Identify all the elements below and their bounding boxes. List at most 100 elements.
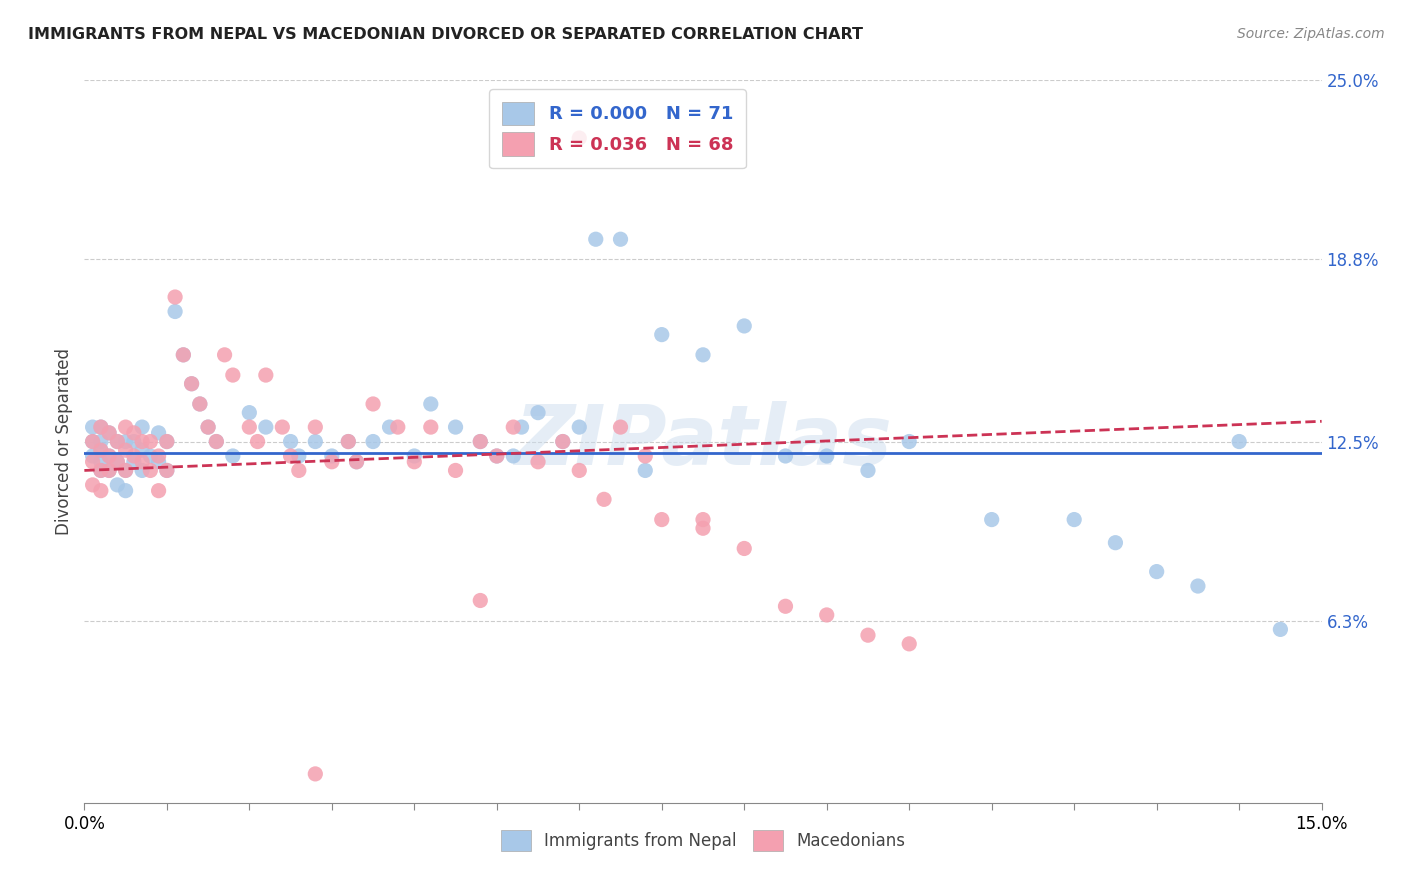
Point [98, 449, 121, 463]
Point [139, 434, 162, 449]
Point [609, 420, 631, 434]
Point [692, 521, 714, 535]
Point [82, 420, 104, 434]
Point [280, 449, 302, 463]
Point [1104, 535, 1126, 549]
Point [180, 376, 202, 391]
Point [1063, 512, 1085, 526]
Point [98, 463, 121, 477]
Point [156, 434, 179, 449]
Point [122, 449, 145, 463]
Point [304, 420, 326, 434]
Point [321, 449, 343, 463]
Point [122, 425, 145, 440]
Point [82, 478, 104, 492]
Point [898, 434, 921, 449]
Point [346, 455, 368, 469]
Point [139, 463, 162, 477]
Point [156, 463, 179, 477]
Point [82, 449, 104, 463]
Point [346, 455, 368, 469]
Point [485, 449, 508, 463]
Point [404, 449, 426, 463]
Point [651, 512, 673, 526]
Point [148, 425, 170, 440]
Point [634, 449, 657, 463]
Point [139, 449, 162, 463]
Point [321, 455, 343, 469]
Point [246, 434, 269, 449]
Point [131, 463, 153, 477]
Point [222, 449, 245, 463]
Point [470, 434, 492, 449]
Point [90, 434, 112, 449]
Point [98, 425, 121, 440]
Point [98, 449, 121, 463]
Point [82, 455, 104, 469]
Point [105, 455, 128, 469]
Point [568, 463, 591, 477]
Point [361, 397, 384, 411]
Point [114, 483, 136, 498]
Point [254, 368, 277, 382]
Point [188, 397, 211, 411]
Point [980, 512, 1002, 526]
Point [114, 463, 136, 477]
Point [90, 443, 112, 458]
Point [527, 455, 550, 469]
Point [634, 463, 657, 477]
Point [502, 420, 524, 434]
Point [205, 434, 228, 449]
Point [148, 449, 170, 463]
Point [551, 434, 574, 449]
Point [131, 434, 153, 449]
Point [1270, 623, 1292, 637]
Point [197, 420, 219, 434]
Point [82, 434, 104, 449]
Point [304, 434, 326, 449]
Point [527, 406, 550, 420]
Point [470, 434, 492, 449]
Point [98, 463, 121, 477]
Point [238, 420, 260, 434]
Point [131, 420, 153, 434]
Point [419, 420, 441, 434]
Point [114, 420, 136, 434]
Point [609, 232, 631, 246]
Point [122, 455, 145, 469]
Point [1227, 434, 1250, 449]
Point [585, 232, 607, 246]
Point [304, 767, 326, 781]
Point [444, 420, 467, 434]
Point [131, 455, 153, 469]
Point [222, 368, 245, 382]
Point [775, 599, 797, 614]
Point [361, 434, 384, 449]
Point [105, 434, 128, 449]
Legend: Immigrants from Nepal, Macedonians: Immigrants from Nepal, Macedonians [492, 822, 914, 860]
Point [485, 449, 508, 463]
Point [1187, 579, 1209, 593]
Text: Source: ZipAtlas.com: Source: ZipAtlas.com [1237, 27, 1385, 41]
Point [898, 637, 921, 651]
Point [856, 463, 879, 477]
Point [288, 463, 311, 477]
Point [98, 425, 121, 440]
Point [172, 348, 194, 362]
Point [288, 449, 311, 463]
Point [337, 434, 360, 449]
Point [815, 607, 838, 622]
Point [651, 327, 673, 342]
Point [378, 420, 401, 434]
Point [148, 455, 170, 469]
Point [593, 492, 616, 507]
Point [105, 478, 128, 492]
Point [444, 463, 467, 477]
Point [180, 376, 202, 391]
Point [387, 420, 409, 434]
Text: IMMIGRANTS FROM NEPAL VS MACEDONIAN DIVORCED OR SEPARATED CORRELATION CHART: IMMIGRANTS FROM NEPAL VS MACEDONIAN DIVO… [28, 27, 863, 42]
Point [692, 512, 714, 526]
Point [188, 397, 211, 411]
Point [510, 420, 533, 434]
Point [238, 406, 260, 420]
